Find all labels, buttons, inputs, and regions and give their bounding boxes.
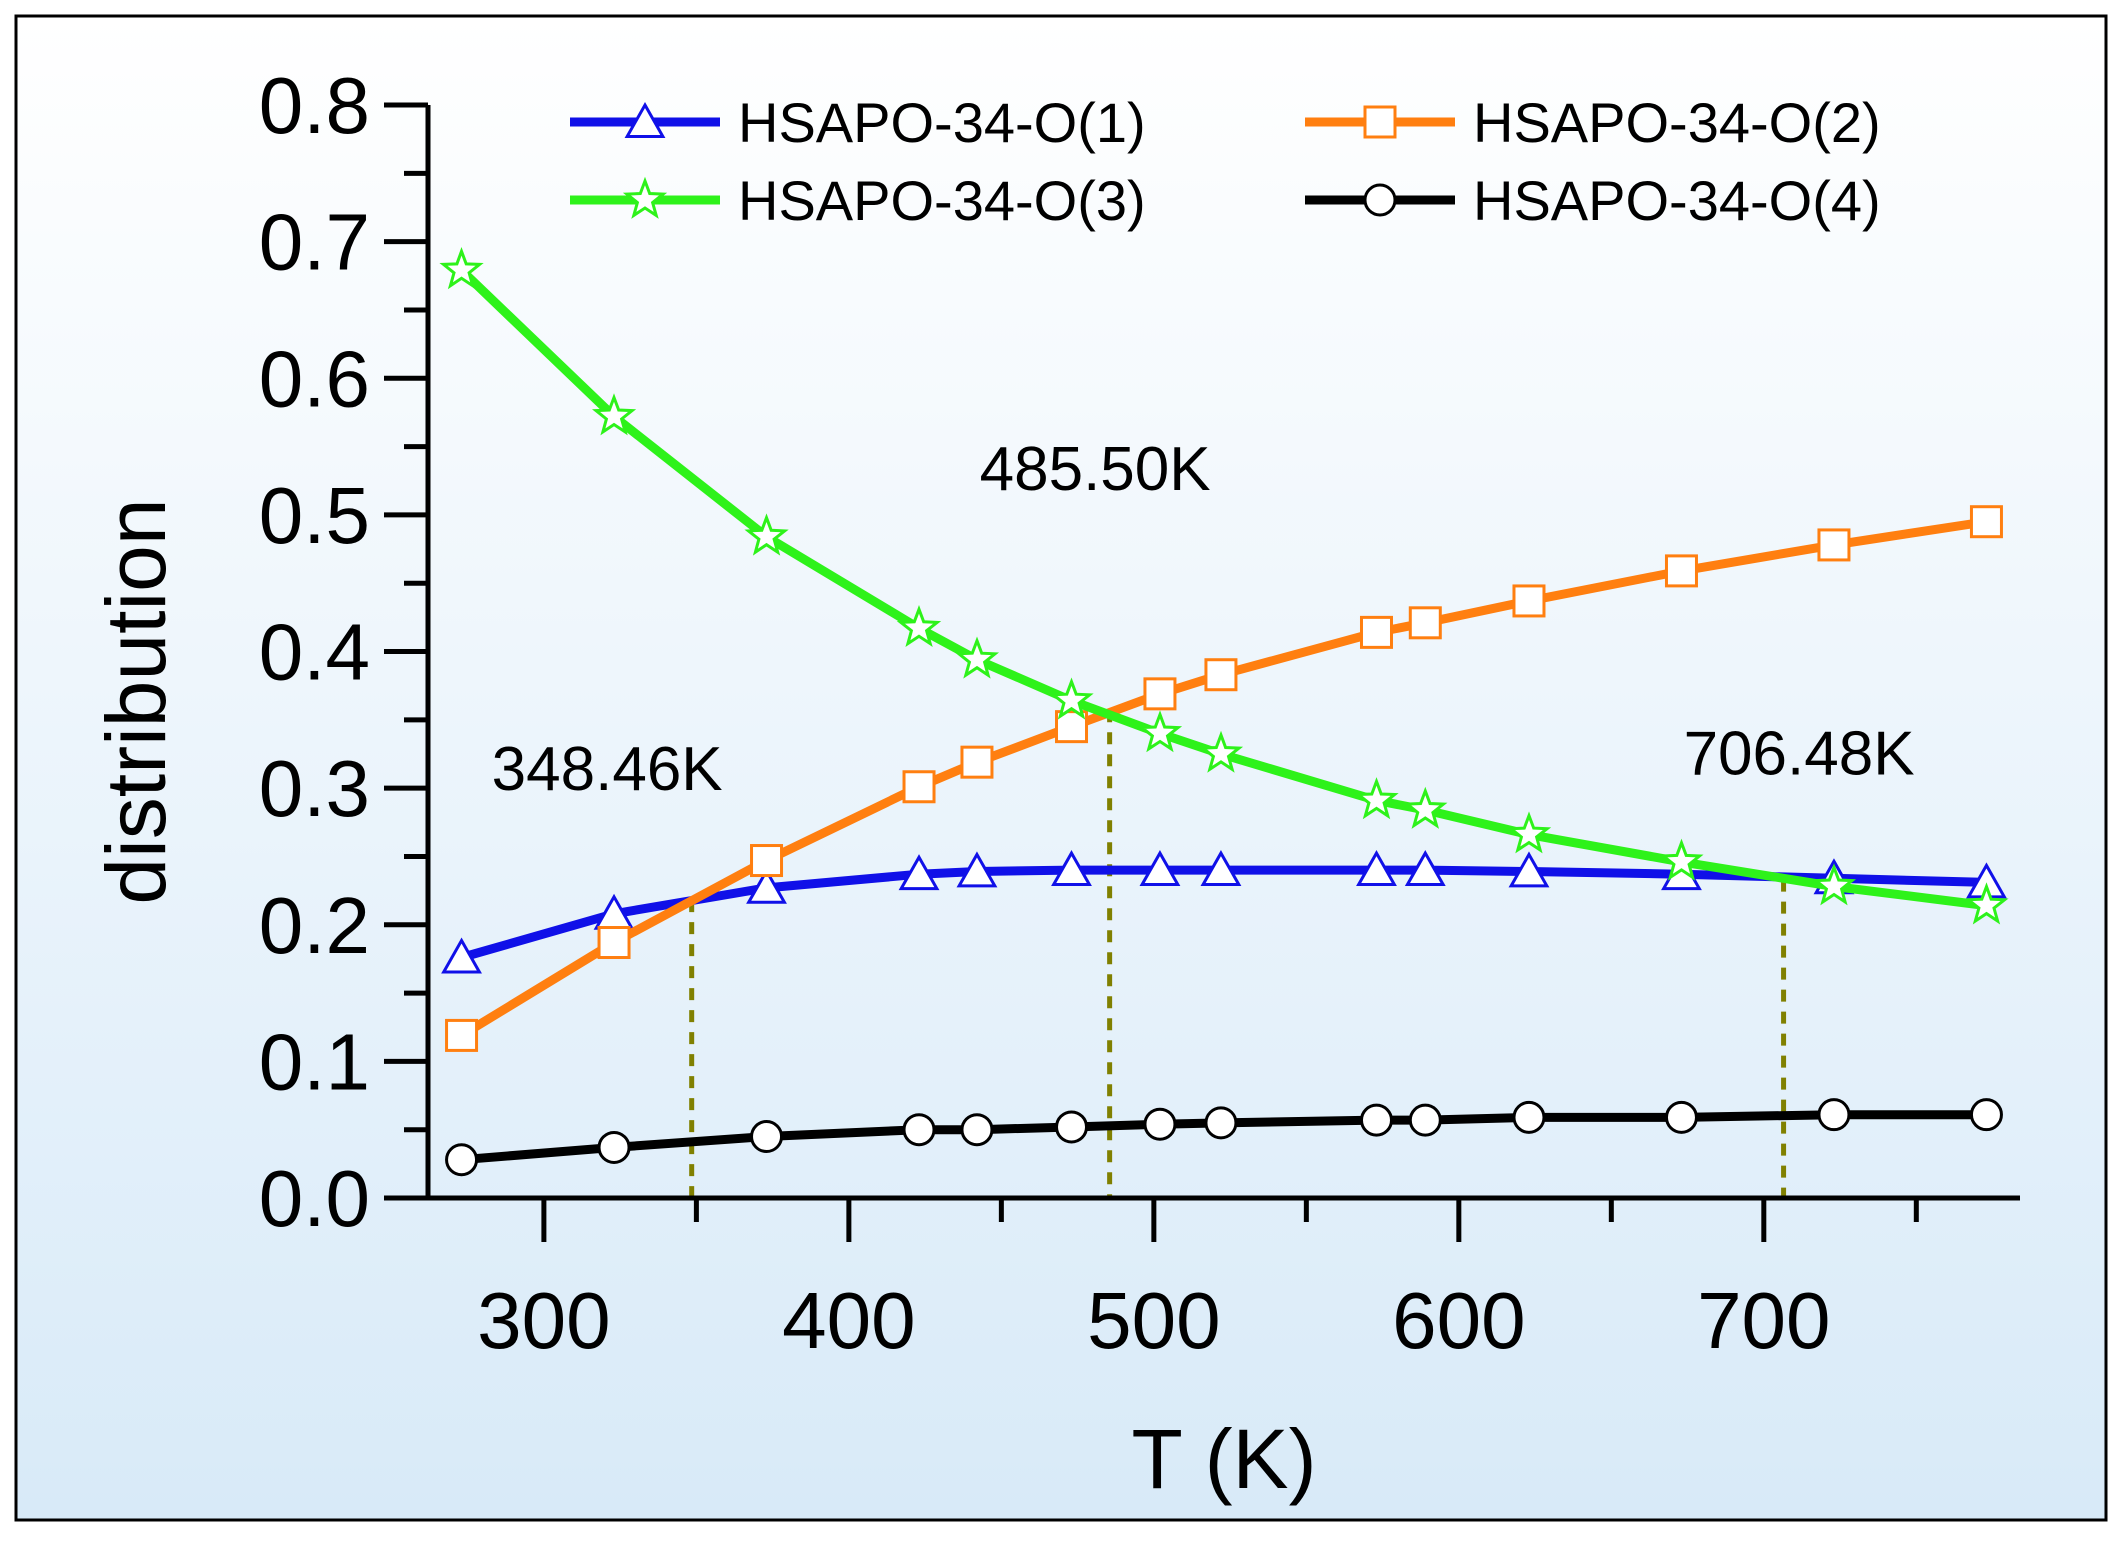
x-tick-label: 400 — [782, 1276, 915, 1365]
data-point-hsapo-34-o-2 — [445, 1018, 479, 1052]
legend-label: HSAPO-34-O(4) — [1473, 169, 1881, 232]
data-point-hsapo-34-o-4 — [1359, 1103, 1393, 1137]
data-point-hsapo-34-o-3 — [591, 393, 637, 436]
legend-item-hsapo-34-o-4: HSAPO-34-O(4) — [1305, 169, 1881, 232]
data-point-hsapo-34-o-2 — [1359, 615, 1393, 649]
data-point-hsapo-34-o-4 — [750, 1120, 784, 1154]
data-point-hsapo-34-o-2 — [1408, 606, 1442, 640]
data-point-hsapo-34-o-4 — [1512, 1100, 1546, 1134]
data-point-hsapo-34-o-4 — [1143, 1107, 1177, 1141]
y-tick-label: 0.3 — [259, 744, 370, 833]
y-tick-label: 0.6 — [259, 334, 370, 423]
data-point-hsapo-34-o-3 — [896, 605, 942, 648]
data-point-hsapo-34-o-1 — [1508, 851, 1550, 888]
data-point-hsapo-34-o-1 — [1404, 850, 1446, 887]
data-point-hsapo-34-o-2 — [1512, 584, 1546, 618]
y-tick-label: 0.7 — [259, 198, 370, 287]
legend-item-hsapo-34-o-1: HSAPO-34-O(1) — [570, 91, 1146, 154]
data-point-hsapo-34-o-2 — [960, 745, 994, 779]
x-tick-label: 500 — [1087, 1276, 1220, 1365]
legend-marker — [624, 101, 666, 138]
legend: HSAPO-34-O(1) HSAPO-34-O(2) HSAPO-34-O(3) H… — [570, 91, 1881, 232]
y-tick-label: 0.1 — [259, 1017, 370, 1106]
legend-marker — [622, 176, 668, 219]
annotation-485-50k: 485.50K — [980, 435, 1211, 504]
annotation-706-48k: 706.48K — [1684, 720, 1915, 789]
data-point-hsapo-34-o-3 — [1506, 811, 1552, 854]
series-line-hsapo-34-o-2 — [459, 517, 1988, 1040]
legend-marker — [1363, 183, 1397, 217]
annotations: 348.46K 485.50K 706.48K — [492, 435, 1915, 804]
series-hsapo-34-o-3 — [439, 246, 2009, 925]
y-tick-label: 0.0 — [259, 1154, 370, 1243]
legend-label: HSAPO-34-O(2) — [1473, 91, 1881, 154]
data-point-hsapo-34-o-4 — [1408, 1103, 1442, 1137]
x-tick-label: 600 — [1392, 1276, 1525, 1365]
y-tick-label: 0.4 — [259, 608, 370, 697]
data-point-hsapo-34-o-3 — [954, 636, 1000, 679]
x-tick-label: 700 — [1697, 1276, 1830, 1365]
data-point-hsapo-34-o-4 — [960, 1113, 994, 1147]
data-point-hsapo-34-o-3 — [1198, 730, 1244, 773]
chart-background — [14, 14, 2108, 1522]
data-point-hsapo-34-o-4 — [1664, 1100, 1698, 1134]
data-point-hsapo-34-o-2 — [750, 844, 784, 878]
series-hsapo-34-o-2 — [445, 505, 2003, 1052]
data-point-hsapo-34-o-2 — [1817, 528, 1851, 562]
data-point-hsapo-34-o-4 — [1969, 1098, 2003, 1132]
series-hsapo-34-o-4 — [445, 1098, 2003, 1177]
axes: 0.0 0.1 0.2 0.3 0.4 0.5 0.6 0.7 0.8 300 400 500 600 7… — [89, 61, 2020, 1506]
data-point-hsapo-34-o-4 — [1055, 1110, 1089, 1144]
legend-item-hsapo-34-o-2: HSAPO-34-O(2) — [1305, 91, 1881, 154]
series-line-hsapo-34-o-4 — [461, 1110, 1987, 1165]
data-point-hsapo-34-o-2 — [1143, 677, 1177, 711]
data-point-hsapo-34-o-2 — [1969, 505, 2003, 539]
data-point-hsapo-34-o-1 — [1356, 850, 1397, 887]
data-point-hsapo-34-o-3 — [744, 513, 789, 556]
legend-item-hsapo-34-o-3: HSAPO-34-O(3) — [570, 169, 1146, 232]
data-point-hsapo-34-o-3 — [1403, 786, 1448, 829]
data-point-hsapo-34-o-4 — [902, 1113, 936, 1147]
data-point-hsapo-34-o-3 — [1354, 777, 1399, 820]
guide-lines — [689, 710, 1787, 1198]
data-point-hsapo-34-o-3 — [1964, 882, 2009, 925]
data-point-hsapo-34-o-1 — [1139, 850, 1181, 887]
x-axis-title: T (K) — [1131, 1412, 1316, 1506]
y-tick-label: 0.8 — [259, 61, 370, 150]
data-point-hsapo-34-o-2 — [1664, 554, 1698, 588]
y-tick-label: 0.5 — [259, 471, 370, 560]
y-axis-title: distribution — [89, 498, 183, 904]
legend-label: HSAPO-34-O(3) — [738, 169, 1146, 232]
data-point-hsapo-34-o-3 — [1049, 677, 1094, 720]
data-point-hsapo-34-o-4 — [1204, 1106, 1238, 1140]
data-point-hsapo-34-o-4 — [445, 1143, 479, 1177]
data-point-hsapo-34-o-2 — [597, 926, 631, 960]
annotation-348-46k: 348.46K — [492, 735, 723, 804]
x-tick-label: 300 — [477, 1276, 610, 1365]
data-point-hsapo-34-o-3 — [1137, 710, 1183, 753]
data-point-hsapo-34-o-2 — [1204, 658, 1238, 692]
data-point-hsapo-34-o-1 — [898, 854, 940, 891]
data-point-hsapo-34-o-3 — [439, 246, 484, 290]
data-point-hsapo-34-o-4 — [1817, 1098, 1851, 1132]
series-line-hsapo-34-o-1 — [460, 865, 1987, 962]
data-point-hsapo-34-o-2 — [902, 770, 936, 804]
data-point-hsapo-34-o-1 — [1051, 850, 1092, 887]
series-layer — [439, 246, 2009, 1177]
y-tick-label: 0.2 — [259, 881, 370, 970]
legend-label: HSAPO-34-O(1) — [738, 91, 1146, 154]
legend-marker — [1363, 105, 1397, 139]
data-point-hsapo-34-o-1 — [1200, 850, 1242, 887]
data-point-hsapo-34-o-1 — [441, 937, 482, 974]
data-point-hsapo-34-o-4 — [597, 1130, 631, 1164]
data-point-hsapo-34-o-1 — [956, 851, 998, 888]
data-point-hsapo-34-o-3 — [1659, 838, 1704, 881]
data-point-hsapo-34-o-3 — [1811, 863, 1857, 906]
data-point-hsapo-34-o-1 — [746, 867, 787, 904]
series-line-hsapo-34-o-3 — [458, 267, 1988, 911]
